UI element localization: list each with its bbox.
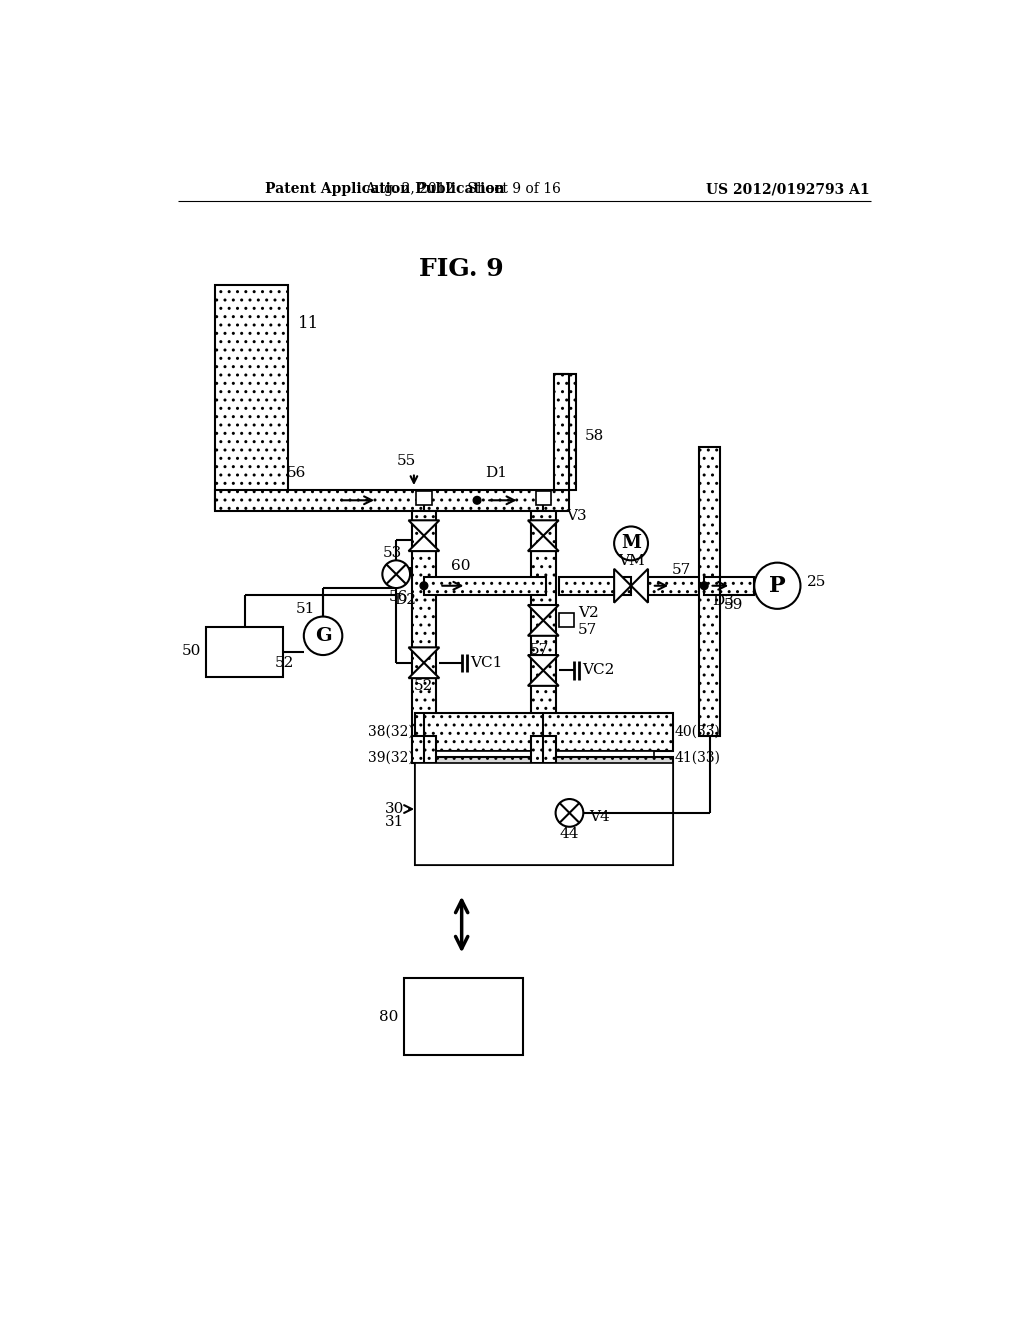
Text: 58: 58: [585, 429, 604, 442]
Text: 52: 52: [415, 678, 433, 693]
Polygon shape: [528, 536, 559, 552]
Text: FIG. 9: FIG. 9: [419, 256, 504, 281]
Text: 39(32): 39(32): [369, 751, 414, 764]
Text: VM: VM: [617, 554, 644, 568]
Text: 31: 31: [385, 816, 403, 829]
Text: 80: 80: [379, 1010, 398, 1024]
Bar: [554, 374, 575, 490]
Text: Aug. 2, 2012   Sheet 9 of 16: Aug. 2, 2012 Sheet 9 of 16: [366, 182, 561, 197]
Text: 57: 57: [578, 623, 597, 636]
Bar: [416, 763, 674, 866]
Circle shape: [700, 582, 708, 590]
Text: 41(33): 41(33): [675, 751, 721, 764]
Circle shape: [304, 616, 342, 655]
Bar: [559, 614, 574, 627]
Text: 40(33): 40(33): [675, 725, 721, 739]
Bar: [215, 490, 569, 511]
Text: 56: 56: [388, 590, 408, 605]
Text: D1: D1: [484, 466, 507, 479]
Bar: [424, 577, 547, 595]
Text: US 2012/0192793 A1: US 2012/0192793 A1: [707, 182, 869, 197]
Text: 51: 51: [296, 602, 315, 616]
Bar: [531, 737, 556, 763]
Bar: [531, 511, 556, 738]
Text: 53: 53: [383, 545, 402, 560]
Text: G: G: [314, 627, 332, 644]
Text: 57: 57: [529, 643, 549, 656]
Text: 55: 55: [396, 454, 416, 469]
Polygon shape: [409, 520, 439, 536]
Text: V4: V4: [589, 809, 609, 824]
Bar: [412, 737, 436, 763]
Polygon shape: [528, 520, 559, 536]
Bar: [536, 491, 551, 506]
Circle shape: [614, 527, 648, 561]
Circle shape: [473, 496, 481, 504]
Text: VC2: VC2: [582, 664, 614, 677]
Text: Patent Application Publication: Patent Application Publication: [265, 182, 505, 197]
Polygon shape: [409, 663, 439, 678]
Polygon shape: [409, 647, 439, 663]
Polygon shape: [631, 569, 648, 603]
Text: 38(32): 38(32): [369, 725, 414, 739]
Text: 50: 50: [182, 644, 202, 659]
Text: P: P: [769, 574, 785, 597]
Bar: [412, 511, 436, 737]
Text: D3: D3: [712, 594, 734, 609]
Polygon shape: [614, 569, 631, 603]
Bar: [416, 713, 674, 751]
Text: 11: 11: [298, 315, 319, 333]
Bar: [720, 577, 755, 595]
Circle shape: [420, 582, 428, 590]
Text: D2: D2: [394, 593, 416, 607]
Text: 52: 52: [274, 656, 294, 669]
Text: M: M: [622, 535, 641, 552]
Text: 57: 57: [672, 564, 691, 577]
Polygon shape: [528, 655, 559, 671]
Bar: [215, 285, 289, 508]
Bar: [416, 491, 432, 506]
Bar: [403, 978, 523, 1056]
Text: 60: 60: [451, 560, 470, 573]
Text: VC1: VC1: [470, 656, 503, 669]
Polygon shape: [528, 671, 559, 686]
Bar: [206, 627, 283, 677]
Text: 44: 44: [560, 828, 580, 841]
Text: V2: V2: [578, 606, 599, 619]
Circle shape: [382, 560, 410, 589]
Circle shape: [556, 799, 584, 826]
Bar: [559, 577, 631, 595]
Text: 59: 59: [724, 598, 743, 612]
Circle shape: [755, 562, 801, 609]
Text: 25: 25: [807, 576, 826, 589]
Text: 56: 56: [287, 466, 306, 479]
Bar: [705, 577, 720, 595]
Polygon shape: [528, 620, 559, 636]
Bar: [648, 577, 712, 595]
Text: V3: V3: [566, 510, 587, 524]
Bar: [698, 447, 720, 737]
Polygon shape: [409, 536, 439, 552]
Polygon shape: [528, 605, 559, 620]
Bar: [416, 758, 674, 866]
Bar: [435, 751, 654, 758]
Text: 30: 30: [385, 803, 403, 816]
